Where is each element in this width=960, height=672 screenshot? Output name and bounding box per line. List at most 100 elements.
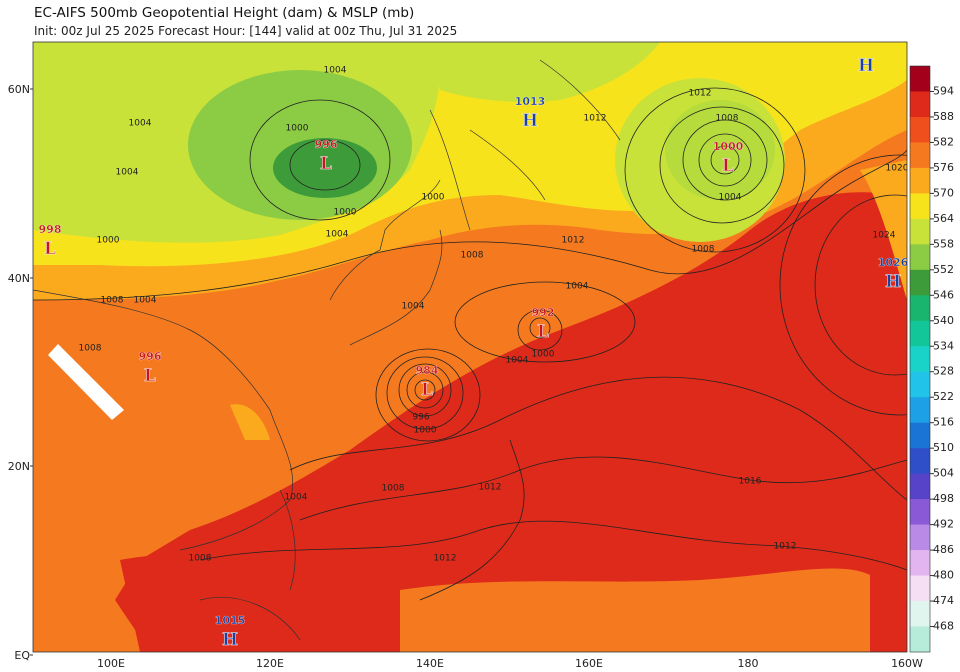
- isobar-label: 1012: [562, 236, 585, 246]
- isobars: [33, 87, 907, 601]
- field-588-south: [120, 553, 400, 652]
- center-letter: L: [144, 366, 156, 386]
- colorbar-label: 588: [933, 110, 954, 123]
- isobar-label: 1004: [324, 66, 347, 76]
- isobar-label: 1000: [422, 193, 445, 203]
- title: EC-AIFS 500mb Geopotential Height (dam) …: [34, 5, 414, 21]
- center-letter: L: [722, 156, 734, 176]
- center-value: 1015: [215, 614, 246, 627]
- field-582-south: [400, 568, 870, 652]
- subtitle: Init: 00z Jul 25 2025 Forecast Hour: [14…: [34, 24, 457, 38]
- isobar-label: 1012: [479, 483, 502, 493]
- center-value: 984: [416, 364, 439, 377]
- center-value: 992: [532, 306, 555, 319]
- colorbar-label: 504: [933, 467, 954, 480]
- isobar-label: 996: [412, 413, 429, 423]
- center-value: 996: [139, 350, 162, 363]
- map-frame: [32, 41, 908, 653]
- isobar-label: 1004: [134, 296, 157, 306]
- isobar-label: 1012: [689, 89, 712, 99]
- center-value: 1000: [713, 140, 744, 153]
- isobar-label: 1004: [116, 168, 139, 178]
- colorbar-cell: [910, 473, 930, 500]
- colorbar-cell: [910, 499, 930, 525]
- colorbar-label: 522: [933, 390, 954, 403]
- lon-label: 180: [738, 657, 759, 670]
- colorbar-cell: [910, 422, 930, 449]
- colorbar: 594 588 582 576 570 564 558 552 546 540 534 528 522 5…: [909, 65, 954, 653]
- lon-label: 140E: [416, 657, 444, 670]
- isobar-label: 1004: [129, 119, 152, 129]
- lat-label: 40N: [8, 272, 30, 285]
- isobar-label: 1012: [774, 542, 797, 552]
- isobar-label: 1012: [434, 554, 457, 564]
- center-value: 998: [39, 223, 62, 236]
- colorbar-cell: [910, 448, 930, 474]
- colorbar-label: 558: [933, 237, 954, 250]
- lat-label: 60N: [8, 83, 30, 96]
- coastlines: [33, 59, 621, 641]
- colorbar-cell: [910, 397, 930, 423]
- lat-label: EQ: [14, 649, 30, 662]
- colorbar-cell: [910, 524, 930, 551]
- isobar-label: 1008: [716, 114, 739, 124]
- isobar-label: 1008: [189, 554, 212, 564]
- isobar-label: 1008: [461, 251, 484, 261]
- isobar-label: 1004: [326, 230, 349, 240]
- center-value: 996: [315, 138, 338, 151]
- isobar-label: 1024: [873, 231, 896, 241]
- map: 996 L 1013 H 1000 L 1026 H H 998 L 996 L 984 L 992 L 1015…: [33, 42, 909, 652]
- isobar-label: 1008: [692, 245, 715, 255]
- isobar-label: 1004: [719, 193, 742, 203]
- isobar-label: 1012: [584, 114, 607, 124]
- isobar-label: 1004: [566, 282, 589, 292]
- isobar-label: 1020: [886, 164, 909, 174]
- colorbar-label: 564: [933, 212, 954, 225]
- colorbar-label: 528: [933, 365, 954, 378]
- colorbar-cell: [910, 116, 930, 143]
- colorbar-cell: [910, 269, 930, 296]
- center-letter: H: [885, 272, 901, 292]
- colorbar-cell: [910, 601, 930, 627]
- colorbar-label: 498: [933, 492, 954, 505]
- center-letter: L: [421, 380, 433, 400]
- center-letter: H: [522, 111, 538, 131]
- colorbar-label: 534: [933, 339, 954, 352]
- isobar-label: 1008: [101, 296, 124, 306]
- colorbar-label: 492: [933, 518, 954, 531]
- field-552: [273, 138, 377, 198]
- colorbar-cell: [910, 66, 930, 92]
- colorbar-cell: [910, 142, 930, 169]
- colorbar-label: 468: [933, 620, 954, 633]
- colorbar-label: 474: [933, 594, 954, 607]
- colorbar-cell: [910, 218, 930, 245]
- isobar-label: 1000: [286, 124, 309, 134]
- lon-label: 160E: [575, 657, 603, 670]
- pressure-centers: 996 L 1013 H 1000 L 1026 H H 998 L 996 L 984 L 992 L 1015…: [38, 56, 909, 651]
- colorbar-cell: [910, 244, 930, 271]
- colorbar-cell: [910, 295, 930, 322]
- colorbar-cell: [910, 626, 930, 653]
- colorbar-cell: [910, 320, 930, 347]
- center-value: 1026: [878, 256, 909, 269]
- field-576-spot: [230, 404, 270, 440]
- isobar-labels: 1004 1000 1000 1004 1000 1012 1008 1004 1004 1004…: [79, 66, 909, 564]
- isobar-label: 1000: [532, 350, 555, 360]
- colorbar-label: 582: [933, 135, 954, 148]
- isobar-label: 1004: [402, 302, 425, 312]
- center-letter: L: [320, 154, 332, 174]
- center-letter: H: [222, 630, 238, 650]
- center-letter: L: [44, 239, 56, 259]
- center-value: 1013: [515, 95, 546, 108]
- colorbar-cell: [910, 371, 930, 398]
- colorbar-label: 486: [933, 543, 954, 556]
- colorbar-label: 546: [933, 288, 954, 301]
- lon-label: 160W: [891, 657, 923, 670]
- map-axes: 60N 40N 20N EQ 100E 120E 140E 160E 180 160W: [8, 83, 923, 670]
- colorbar-cell: [910, 346, 930, 373]
- isobar-label: 1000: [97, 236, 120, 246]
- isobar-label: 1016: [739, 477, 762, 487]
- colorbar-label: 552: [933, 263, 954, 276]
- colorbar-cell: [910, 550, 930, 576]
